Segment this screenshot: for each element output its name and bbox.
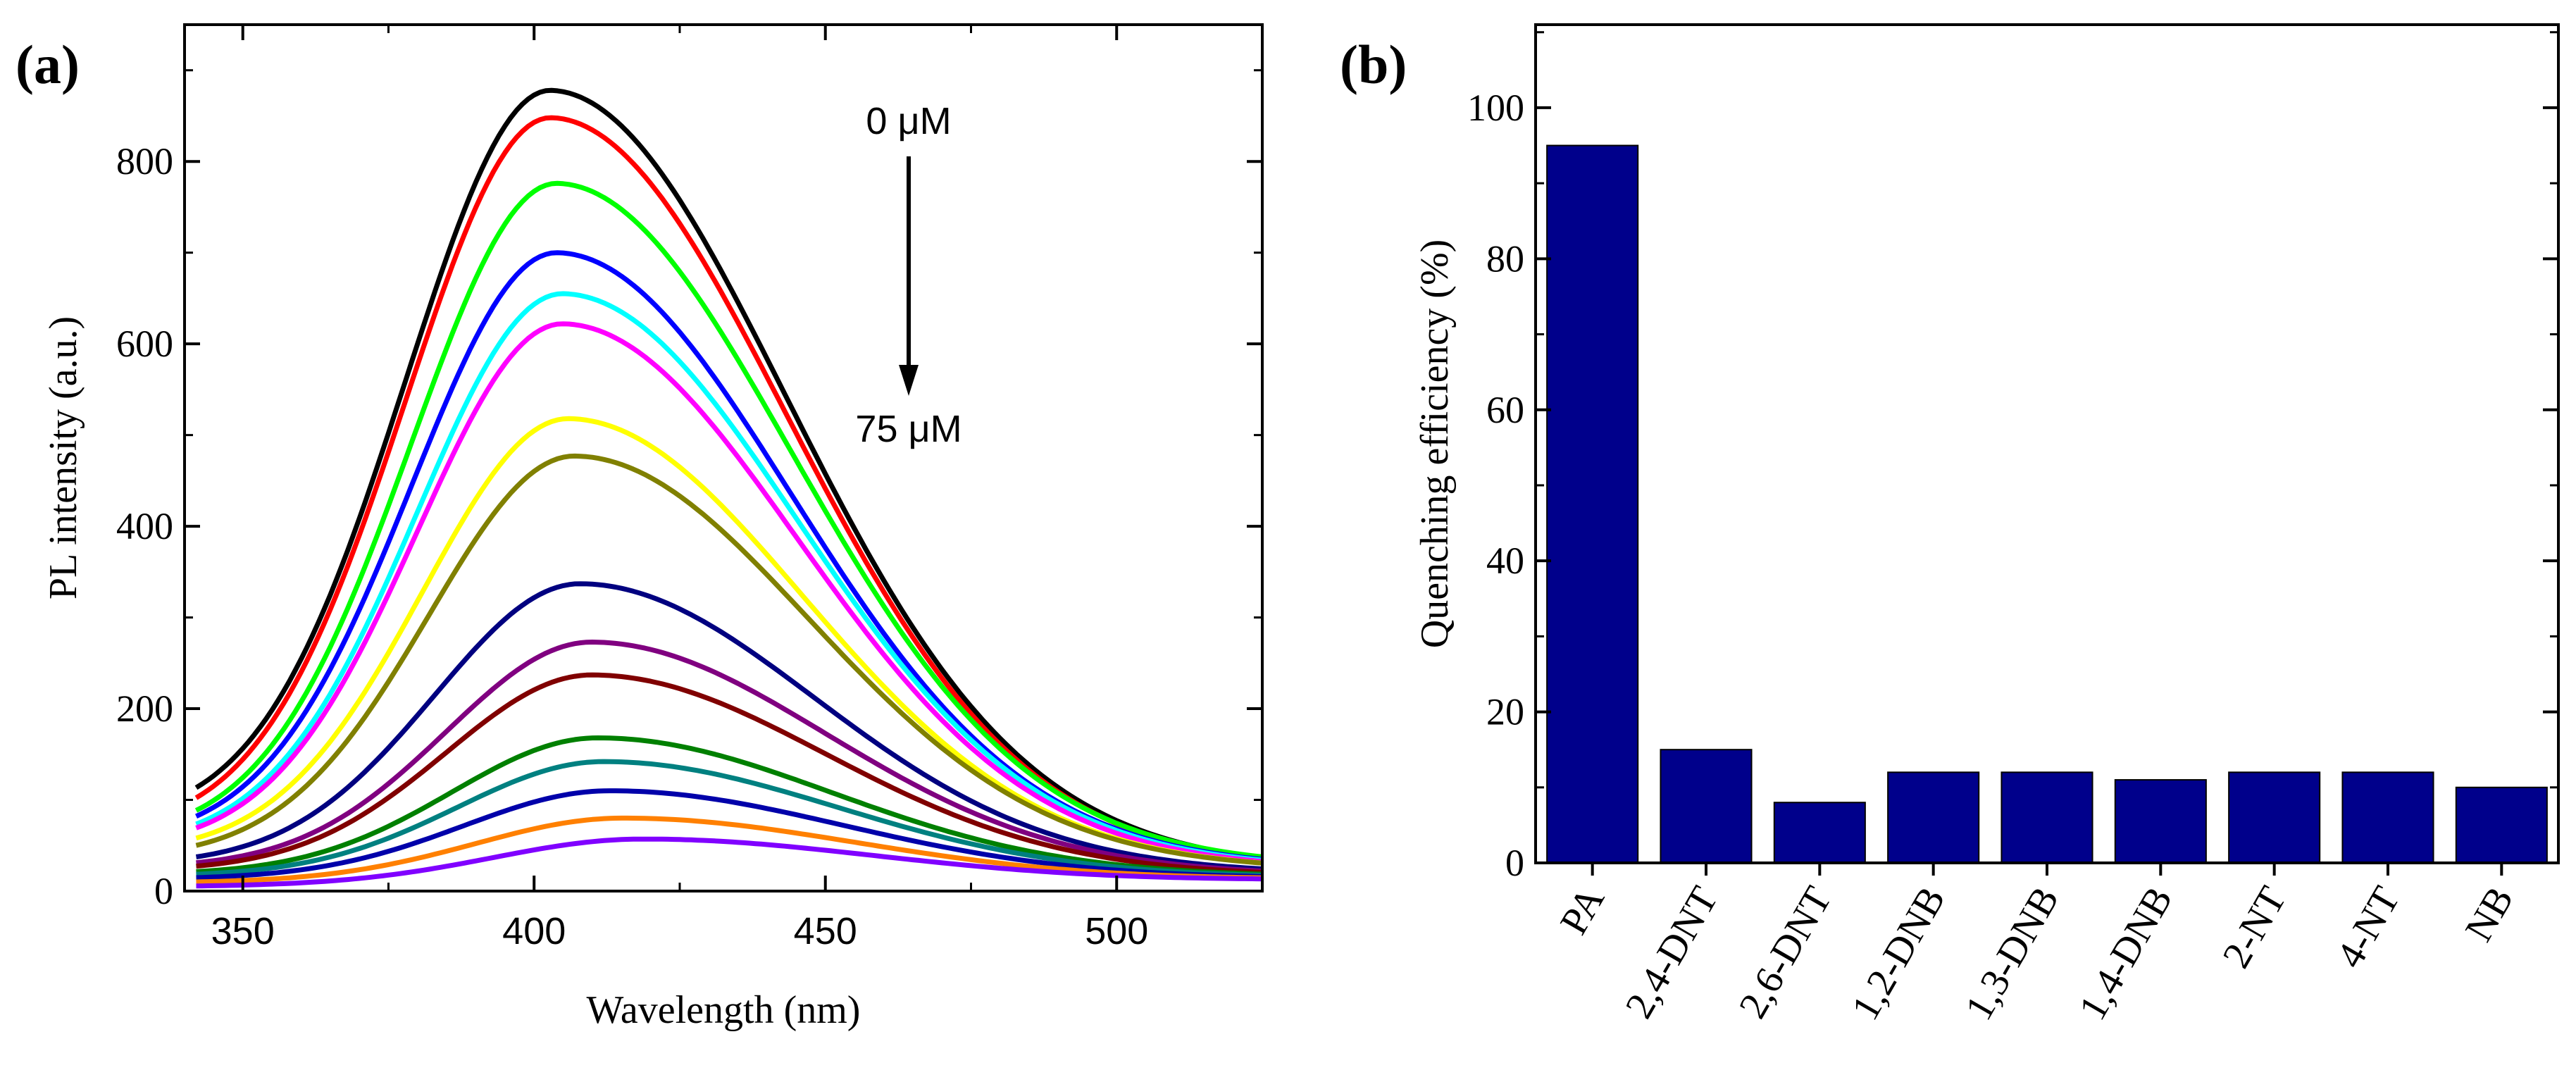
bar-2,6-DNT — [1773, 802, 1866, 864]
annotation-75-um: 75 μM — [855, 408, 962, 450]
y-tick-label-0: 0 — [154, 870, 173, 912]
category-label-1,4-DNB: 1,4-DNB — [2070, 880, 2181, 1028]
panel-a-line-chart: (a) 350 400 450 500 0 200 400 600 800 Wavelengt… — [15, 23, 1264, 1032]
category-label-1,3-DNB: 1,3-DNB — [1957, 880, 2067, 1028]
x-tick-label-450: 450 — [794, 910, 857, 952]
category-label-2,6-DNT: 2,6-DNT — [1731, 880, 1841, 1026]
pl-curve-14 — [196, 788, 1263, 881]
y-tick-label-600: 600 — [116, 323, 173, 365]
category-label-4-NT: 4-NT — [2328, 880, 2408, 976]
pl-curve-12 — [196, 735, 1263, 877]
panel-b-y-axis-label: Quenching efficiency (%) — [1413, 239, 1457, 648]
pl-curve-10 — [196, 640, 1263, 873]
pl-curve-13 — [196, 759, 1263, 878]
bar-2-NT — [2228, 771, 2321, 864]
x-tick-label-350: 350 — [211, 910, 275, 952]
concentration-arrow-head — [899, 365, 919, 396]
category-label-PA: PA — [1552, 879, 1613, 942]
bar-PA — [1546, 144, 1639, 864]
bar-1,4-DNB — [2114, 779, 2207, 864]
pl-curve-5 — [195, 291, 1263, 863]
panel-a-curves — [194, 87, 1263, 889]
panel-b-plot-frame — [1534, 23, 2560, 864]
b-y-tick-label-100: 100 — [1467, 87, 1524, 129]
bar-1,2-DNB — [1887, 771, 1980, 864]
panel-a-x-ticks: 350 400 450 500 — [211, 25, 1148, 952]
panel-a-y-axis-label: PL intensity (a.u.) — [42, 316, 85, 599]
pl-curve-6 — [195, 321, 1263, 864]
b-y-tick-label-60: 60 — [1486, 389, 1524, 431]
b-y-tick-label-20: 20 — [1486, 691, 1524, 733]
bar-1,3-DNB — [2001, 771, 2093, 864]
pl-curve-8 — [195, 453, 1263, 866]
panel-b-category-labels: PA 2,4-DNT 2,6-DNT 1,2-DNB 1,3-DNB 1,4-DNB 2-N… — [1552, 863, 2522, 1028]
pl-curve-1 — [194, 87, 1263, 861]
category-label-2,4-DNT: 2,4-DNT — [1617, 880, 1727, 1026]
category-label-NB: NB — [2457, 880, 2522, 949]
category-label-1,2-DNB: 1,2-DNB — [1843, 880, 1954, 1028]
category-label-2-NT: 2-NT — [2215, 880, 2295, 976]
b-y-tick-label-0: 0 — [1505, 842, 1524, 884]
panel-a-plot-frame — [183, 23, 1264, 892]
panel-a-y-ticks: 0 200 400 600 800 — [116, 69, 1262, 912]
x-tick-label-400: 400 — [502, 910, 566, 952]
y-tick-label-800: 800 — [116, 140, 173, 182]
pl-curve-3 — [194, 180, 1263, 859]
y-tick-label-200: 200 — [116, 688, 173, 730]
bar-4-NT — [2341, 771, 2434, 864]
y-tick-label-400: 400 — [116, 505, 173, 547]
pl-curve-11 — [196, 672, 1263, 875]
panel-b-bar-chart: (b) 0 20 40 60 80 100 PA 2,4-DNT 2,6-DNT 1,2-DNB… — [1340, 23, 2560, 1028]
panel-b-label: (b) — [1340, 34, 1407, 95]
panel-a-label: (a) — [15, 34, 80, 95]
annotation-0-um: 0 μM — [866, 100, 951, 142]
b-y-tick-label-80: 80 — [1486, 237, 1524, 280]
bar-2,4-DNT — [1660, 749, 1753, 864]
pl-curve-2 — [194, 115, 1263, 862]
bar-NB — [2455, 786, 2548, 864]
b-y-tick-label-40: 40 — [1486, 540, 1524, 582]
x-tick-label-500: 500 — [1085, 910, 1148, 952]
pl-curve-16 — [196, 836, 1263, 889]
panel-a-x-axis-label: Wavelength (nm) — [587, 988, 861, 1032]
pl-curve-9 — [195, 581, 1263, 871]
pl-curve-15 — [196, 815, 1263, 885]
panel-b-bars — [1546, 144, 2548, 864]
panel-b-y-ticks: 0 20 40 60 80 100 — [1467, 31, 2558, 884]
pl-curve-7 — [195, 416, 1263, 866]
